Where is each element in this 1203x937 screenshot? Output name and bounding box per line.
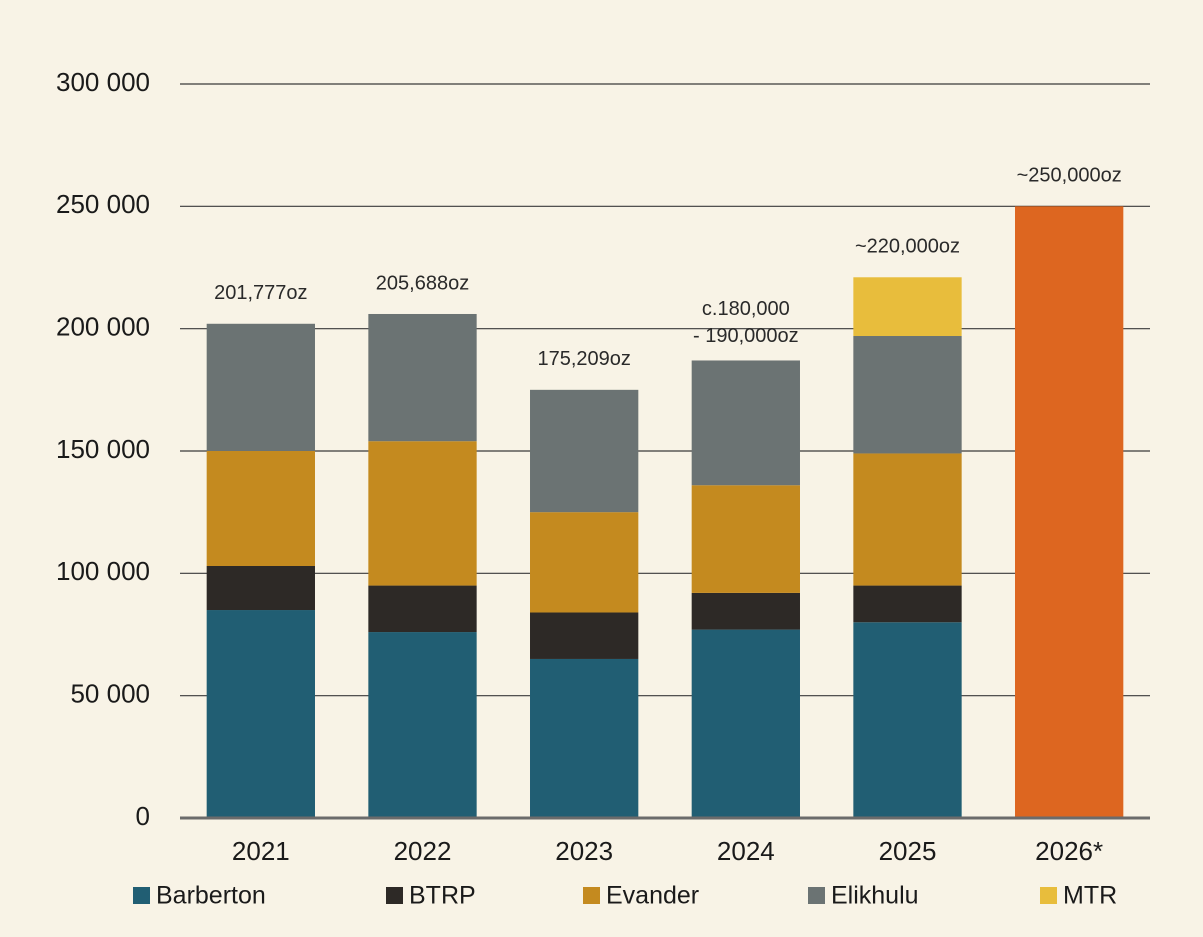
bar-segment xyxy=(368,313,477,442)
bar-segment xyxy=(530,612,639,659)
x-tick-label: 2021 xyxy=(232,836,290,866)
bar-segment xyxy=(691,485,800,593)
total-annotation: ~250,000oz xyxy=(1017,165,1122,187)
total-annotation: ~220,000oz xyxy=(855,236,960,258)
legend-swatch xyxy=(133,887,150,904)
y-tick-label: 0 xyxy=(136,801,150,831)
total-annotation: 201,777oz xyxy=(214,282,307,304)
bar-segment xyxy=(691,629,800,818)
y-tick-label: 150 000 xyxy=(56,434,150,464)
bar-segment xyxy=(853,453,962,586)
legend-label: BTRP xyxy=(409,882,476,910)
legend-label: Barberton xyxy=(156,882,266,910)
bar-segment xyxy=(530,389,639,513)
y-tick-label: 200 000 xyxy=(56,312,150,342)
bar-segment xyxy=(853,622,962,818)
bar-segment xyxy=(368,632,477,818)
x-tick-label: 2023 xyxy=(555,836,613,866)
bar-segment xyxy=(530,512,639,613)
legend-swatch xyxy=(583,887,600,904)
y-tick-label: 100 000 xyxy=(56,556,150,586)
bar-segment xyxy=(1015,206,1124,819)
x-tick-label: 2024 xyxy=(717,836,775,866)
bar-segment xyxy=(206,565,315,611)
x-tick-label: 2025 xyxy=(879,836,937,866)
legend-label: Evander xyxy=(606,882,699,910)
bar-segment xyxy=(853,585,962,623)
bar-segment xyxy=(368,441,477,586)
y-tick-label: 50 000 xyxy=(70,679,150,709)
total-annotation: 205,688oz xyxy=(376,272,469,294)
bar-segment xyxy=(691,360,800,486)
legend-swatch xyxy=(1040,887,1057,904)
legend-swatch xyxy=(386,887,403,904)
y-tick-label: 300 000 xyxy=(56,67,150,97)
bar-segment xyxy=(206,323,315,451)
total-annotation: c.180,000 xyxy=(702,298,790,320)
legend-label: Elikhulu xyxy=(831,882,919,910)
x-tick-label: 2022 xyxy=(394,836,452,866)
bar-segment xyxy=(853,336,962,454)
total-annotation: - 190,000oz xyxy=(693,325,799,347)
bar-segment xyxy=(206,451,315,566)
legend-label: MTR xyxy=(1063,882,1117,910)
bar-segment xyxy=(530,658,639,818)
bar-segment xyxy=(368,585,477,633)
y-tick-label: 250 000 xyxy=(56,189,150,219)
legend-swatch xyxy=(808,887,825,904)
x-tick-label: 2026* xyxy=(1035,836,1103,866)
bar-segment xyxy=(853,277,962,337)
total-annotation: 175,209oz xyxy=(537,348,630,370)
bar-segment xyxy=(691,592,800,630)
bar-segment xyxy=(206,610,315,818)
